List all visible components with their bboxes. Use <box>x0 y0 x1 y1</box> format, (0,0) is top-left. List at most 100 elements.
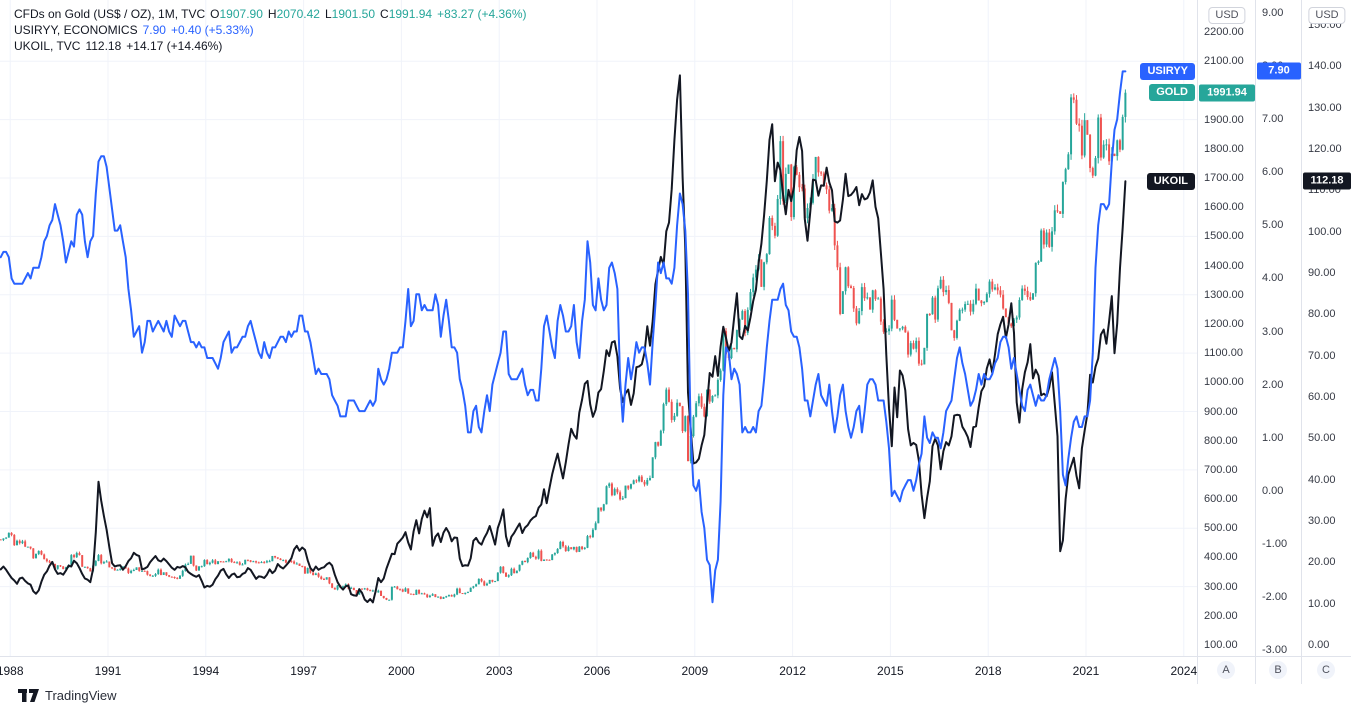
usiryy-line-series <box>0 70 1127 604</box>
price-tick: 80.00 <box>1308 308 1336 321</box>
legend-text: UKOIL, TVC <box>14 39 81 53</box>
tradingview-logo-icon <box>18 689 39 702</box>
year-label: 1994 <box>192 664 220 678</box>
price-tick: 70.00 <box>1308 349 1336 362</box>
footer: TradingView <box>0 684 1351 710</box>
price-tick: 140.00 <box>1308 60 1342 73</box>
price-tick: 2100.00 <box>1204 55 1244 68</box>
price-tick: 0.00 <box>1308 639 1330 651</box>
legend-text: 2070.42 <box>276 7 320 21</box>
currency-badge[interactable]: USD <box>1208 7 1246 24</box>
price-tick: 2200.00 <box>1204 26 1244 38</box>
price-tick: 4.00 <box>1262 272 1284 285</box>
tradingview-logo[interactable]: TradingView <box>18 688 117 703</box>
axis-separator <box>1197 656 1198 684</box>
axis-separator <box>1301 656 1302 684</box>
price-tick: 1000.00 <box>1204 376 1244 389</box>
price-tick: 500.00 <box>1204 522 1238 535</box>
legend-text: H <box>267 7 277 21</box>
price-tick: 7.00 <box>1262 113 1284 126</box>
legend-text: L <box>324 7 332 21</box>
usiryy-series-label: USIRYY <box>1140 63 1195 80</box>
price-tick: 300.00 <box>1204 580 1238 593</box>
price-tick: 1800.00 <box>1204 142 1244 155</box>
legend-text: 7.90 <box>142 23 166 37</box>
price-tick: 600.00 <box>1204 493 1238 505</box>
price-tick: 1400.00 <box>1204 259 1244 272</box>
year-label: 2015 <box>877 664 904 678</box>
currency-badge[interactable]: USD <box>1308 7 1346 24</box>
ukoil-line-series <box>0 74 1127 604</box>
price-tick: 60.00 <box>1308 391 1336 403</box>
legend-text: USIRYY, ECONOMICS <box>14 23 138 37</box>
year-label: 1997 <box>290 664 317 678</box>
price-tick: 5.00 <box>1262 219 1284 232</box>
year-label: 2009 <box>681 664 709 678</box>
price-tick: 1700.00 <box>1204 172 1244 184</box>
price-tick: 90.00 <box>1308 267 1336 279</box>
ukoil-series-label: UKOIL <box>1146 173 1195 190</box>
scale-button-c[interactable]: C <box>1317 661 1335 679</box>
price-scale-usiryy[interactable]: 9.008.007.006.005.004.003.002.001.000.00… <box>1255 0 1302 656</box>
price-tick: 6.00 <box>1262 166 1284 179</box>
price-tick: 120.00 <box>1308 143 1342 155</box>
price-tick: 40.00 <box>1308 473 1336 486</box>
chart-canvas <box>0 0 1197 656</box>
last-price-badge: 112.18 <box>1303 172 1351 190</box>
legend-text: CFDs on Gold (US$ / OZ), 1M, TVC <box>14 7 206 21</box>
price-tick: 9.00 <box>1262 7 1284 19</box>
year-label: 2021 <box>1072 664 1100 678</box>
scale-button-a[interactable]: A <box>1217 661 1235 679</box>
legend-text: O <box>210 7 220 21</box>
chart-plot-area[interactable]: CFDs on Gold (US$ / OZ), 1M, TVC O1907.90… <box>0 0 1197 656</box>
price-tick: -1.00 <box>1262 537 1288 550</box>
last-price-badge: 7.90 <box>1257 62 1301 80</box>
legend-text: +83.27 (+4.36%) <box>437 7 527 21</box>
gold-legend-row[interactable]: CFDs on Gold (US$ / OZ), 1M, TVC O1907.90… <box>14 6 532 22</box>
legend-text: 1991.94 <box>388 7 433 21</box>
price-tick: -3.00 <box>1262 644 1288 656</box>
grid <box>0 0 1197 656</box>
year-label: 2003 <box>485 664 513 678</box>
price-scale-ukoil[interactable]: 150.00 140.00 130.00 120.00 110.00 100.00 90.0… <box>1301 0 1351 656</box>
price-tick: 200.00 <box>1204 609 1238 622</box>
price-tick: 1900.00 <box>1204 113 1244 126</box>
price-tick: 1100.00 <box>1204 347 1243 360</box>
price-tick: 400.00 <box>1204 551 1238 564</box>
axis-separator <box>1255 656 1256 684</box>
price-tick: 130.00 <box>1308 101 1342 114</box>
price-tick: 20.00 <box>1308 556 1336 569</box>
price-tick: 1.00 <box>1262 431 1284 444</box>
price-tick: 700.00 <box>1204 463 1238 476</box>
price-tick: 10.00 <box>1308 597 1336 610</box>
price-tick: 1600.00 <box>1204 201 1244 214</box>
price-tick: 2.00 <box>1262 378 1284 391</box>
year-label: 2000 <box>388 664 415 678</box>
legend-text: 1907.90 <box>219 7 263 21</box>
price-tick: 800.00 <box>1204 434 1238 447</box>
legend-text: 1901.50 <box>331 7 376 21</box>
year-label: 2006 <box>583 664 611 678</box>
scale-button-b[interactable]: B <box>1269 661 1287 679</box>
time-axis[interactable]: 1988 1991 1994 1997 2000 2003 2006 2009 2012 2015… <box>0 656 1351 686</box>
price-tick: 1500.00 <box>1204 230 1244 243</box>
price-tick: 900.00 <box>1204 405 1238 418</box>
price-tick: 1200.00 <box>1204 317 1244 330</box>
price-tick: 1300.00 <box>1204 288 1244 301</box>
usiryy-legend-row[interactable]: USIRYY, ECONOMICS 7.90 +0.40 (+5.33%) <box>14 22 532 38</box>
year-label: 2024 <box>1170 664 1198 678</box>
year-label: 1988 <box>0 664 24 678</box>
gold-series-label: GOLD <box>1149 84 1195 101</box>
legend-text: 112.18 <box>85 39 122 53</box>
legend-text: C <box>380 7 389 21</box>
legend-text: +14.17 (+14.46%) <box>126 39 223 53</box>
ukoil-legend-row[interactable]: UKOIL, TVC 112.18 +14.17 (+14.46%) <box>14 38 532 54</box>
legend: CFDs on Gold (US$ / OZ), 1M, TVC O1907.90… <box>14 6 532 54</box>
price-tick: 100.00 <box>1308 225 1342 238</box>
legend-text: +0.40 (+5.33%) <box>170 23 254 37</box>
price-tick: 30.00 <box>1308 515 1336 527</box>
year-label: 1991 <box>94 664 122 678</box>
price-tick: -2.00 <box>1262 590 1288 603</box>
price-scale-gold[interactable]: 2200.002100.002000.001900.001800.001700.… <box>1197 0 1256 656</box>
last-price-badge: 1991.94 <box>1199 84 1255 102</box>
